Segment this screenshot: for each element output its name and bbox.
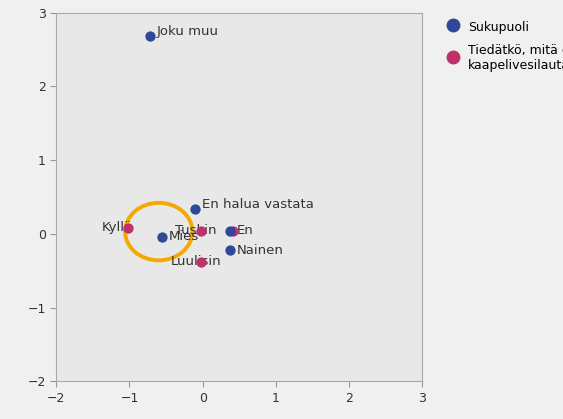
Text: Joku muu: Joku muu: [157, 24, 218, 38]
Point: [196, 259, 205, 265]
Text: En halua vastata: En halua vastata: [202, 198, 314, 211]
Text: Nainen: Nainen: [236, 243, 283, 256]
Text: En: En: [236, 224, 253, 237]
Legend: Sukupuoli, Tiedätkö, mitä on
kaapelivesilautailu?: Sukupuoli, Tiedätkö, mitä on kaapelivesi…: [443, 15, 563, 77]
Point: [123, 225, 132, 231]
Text: Luulisin: Luulisin: [171, 255, 221, 268]
Point: [226, 228, 235, 234]
Text: Tuskin: Tuskin: [175, 224, 216, 237]
Text: Mies: Mies: [168, 230, 199, 243]
Point: [145, 33, 154, 39]
Point: [158, 233, 167, 240]
Point: [196, 228, 205, 234]
Point: [191, 206, 200, 213]
Point: [229, 228, 238, 234]
Text: Kyllä: Kyllä: [102, 221, 133, 234]
Point: [226, 247, 235, 253]
